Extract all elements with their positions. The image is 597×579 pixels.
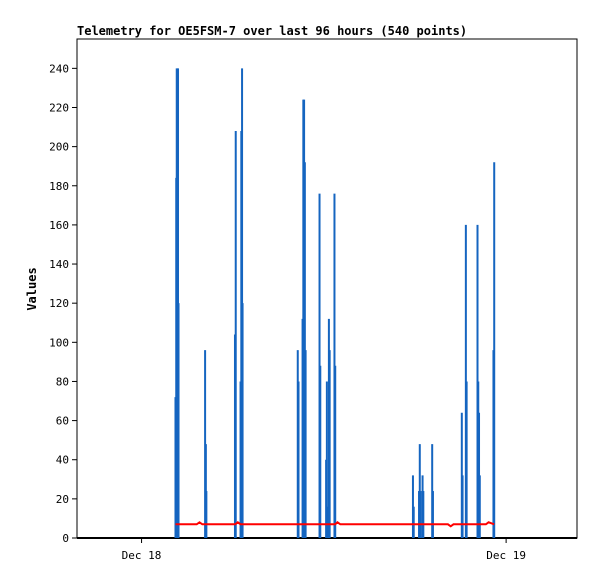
y-tick-label: 0 <box>62 532 69 545</box>
y-axis-label: Values <box>25 267 39 310</box>
y-tick-label: 160 <box>49 219 69 232</box>
x-tick-label: Dec 18 <box>122 549 162 562</box>
plot-marks <box>77 68 577 539</box>
chart-title: Telemetry for OE5FSM-7 over last 96 hour… <box>77 24 467 38</box>
y-tick-label: 240 <box>49 62 69 75</box>
y-tick-label: 200 <box>49 141 69 154</box>
y-tick-label: 20 <box>56 493 69 506</box>
y-tick-label: 140 <box>49 258 69 271</box>
y-tick-label: 220 <box>49 101 69 114</box>
y-tick-label: 40 <box>56 454 69 467</box>
y-tick-label: 100 <box>49 336 69 349</box>
y-tick-label: 60 <box>56 415 69 428</box>
x-tick-label: Dec 19 <box>486 549 526 562</box>
y-tick-label: 180 <box>49 180 69 193</box>
y-axis: 0 20 40 60 80 100 120 140 160 180 200 220 240 <box>49 62 77 545</box>
level-line <box>175 521 495 528</box>
y-tick-label: 120 <box>49 297 69 310</box>
y-tick-label: 80 <box>56 375 69 388</box>
x-axis: Dec 18 Dec 19 <box>122 538 526 562</box>
